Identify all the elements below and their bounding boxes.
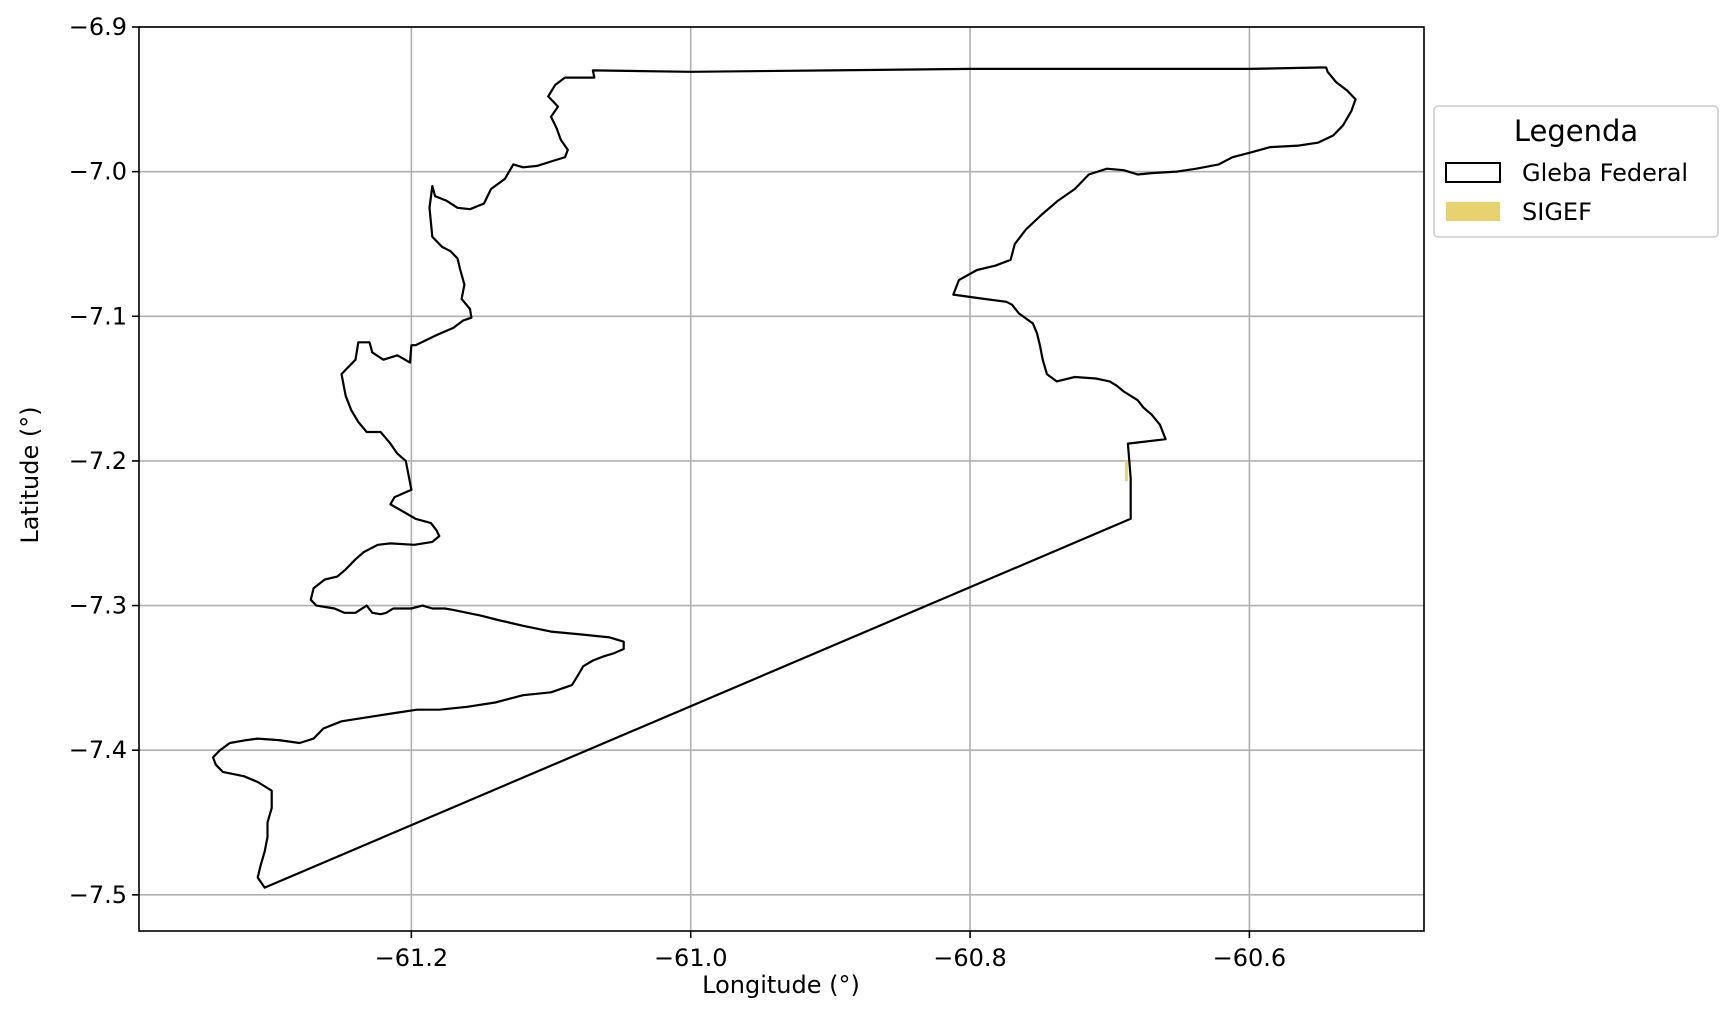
plot-frame xyxy=(138,26,1425,932)
y-tick-label: −7.0 xyxy=(69,158,127,186)
y-tick-label: −7.1 xyxy=(69,302,127,330)
y-tick-label: −7.5 xyxy=(69,881,127,909)
map-layers xyxy=(211,66,1357,889)
y-tick-label: −6.9 xyxy=(69,13,127,41)
axis-ticks: −61.2 −61.0 −60.8 −60.6 −6.9 −7.0 −7.1 −7.2 −7.3… xyxy=(69,13,1286,972)
sigef-parcel xyxy=(1125,460,1128,482)
legend-title: Legenda xyxy=(1514,114,1638,148)
y-tick-label: −7.3 xyxy=(69,592,127,620)
legend-box xyxy=(1433,105,1719,238)
x-axis-label: Longitude (°) xyxy=(702,971,860,999)
x-tick-label: −61.2 xyxy=(375,944,449,972)
x-tick-label: −60.6 xyxy=(1213,944,1287,972)
legend-label-sigef: SIGEF xyxy=(1522,198,1592,226)
gridlines xyxy=(139,26,1424,931)
legend: Legenda Gleba Federal SIGEF xyxy=(1433,105,1719,238)
x-tick-label: −60.8 xyxy=(933,944,1007,972)
y-tick-label: −7.4 xyxy=(69,736,127,764)
legend-swatch-gleba-federal xyxy=(1445,162,1501,183)
legend-swatch-sigef xyxy=(1446,202,1500,221)
y-axis-label: Latitude (°) xyxy=(16,406,44,543)
gleba-federal-boundary xyxy=(211,66,1357,889)
y-tick-label: −7.2 xyxy=(69,447,127,475)
legend-label-gleba-federal: Gleba Federal xyxy=(1522,159,1688,187)
x-tick-label: −61.0 xyxy=(654,944,728,972)
